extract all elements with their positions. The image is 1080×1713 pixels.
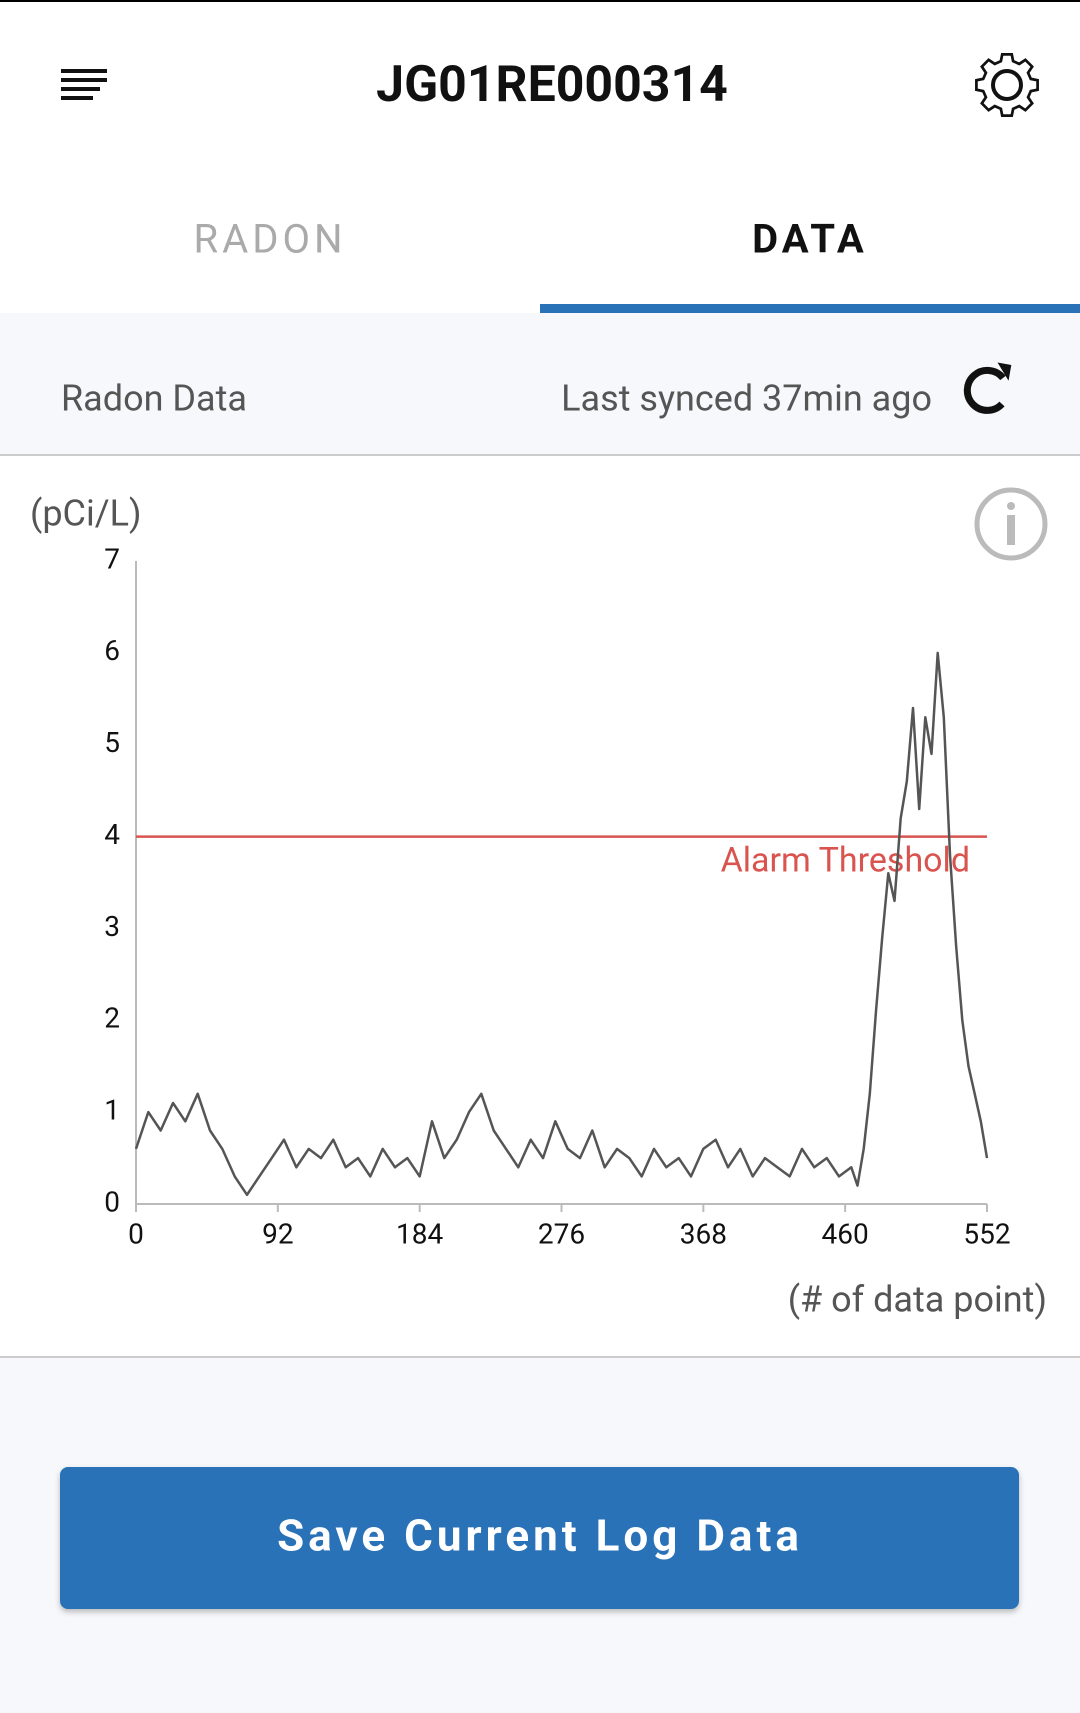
y-tick-label: 3 <box>104 910 120 943</box>
y-tick-label: 0 <box>104 1185 120 1218</box>
x-tick-label: 460 <box>822 1217 869 1250</box>
threshold-label: Alarm Threshold <box>721 841 970 881</box>
data-line <box>134 651 989 1197</box>
y-tick-label: 6 <box>104 634 120 667</box>
x-axis-title: (# of data point) <box>788 1279 1047 1321</box>
refresh-icon[interactable] <box>963 362 1012 414</box>
y-tick-label: 2 <box>104 1002 120 1035</box>
y-tick-label: 4 <box>104 818 120 851</box>
tab-radon[interactable]: RADON <box>193 216 346 263</box>
section-label: Radon Data <box>61 378 247 420</box>
save-button-label[interactable]: Save Current Log Data <box>277 1510 803 1562</box>
y-tick-label: 7 <box>104 542 120 575</box>
x-tick-label: 92 <box>262 1217 293 1250</box>
tab-indicator <box>540 304 1080 313</box>
tab-data[interactable]: DATA <box>752 216 868 263</box>
y-tick-label: 5 <box>104 726 120 759</box>
x-tick-label: 552 <box>963 1217 1010 1250</box>
info-icon[interactable] <box>974 487 1048 561</box>
save-button[interactable] <box>60 1467 1019 1609</box>
x-tick-label: 368 <box>680 1217 727 1250</box>
x-tick-label: 0 <box>128 1217 144 1250</box>
settings-icon[interactable] <box>975 53 1039 117</box>
menu-icon[interactable] <box>61 69 107 100</box>
app-bar <box>0 0 1080 313</box>
sync-status: Last synced 37min ago <box>561 378 932 420</box>
chart-card <box>0 455 1080 1357</box>
device-title: JG01RE000314 <box>376 56 728 114</box>
y-axis-title: (pCi/L) <box>30 493 142 535</box>
x-tick-label: 184 <box>396 1217 443 1250</box>
y-tick-label: 1 <box>104 1094 120 1127</box>
x-tick-label: 276 <box>538 1217 585 1250</box>
